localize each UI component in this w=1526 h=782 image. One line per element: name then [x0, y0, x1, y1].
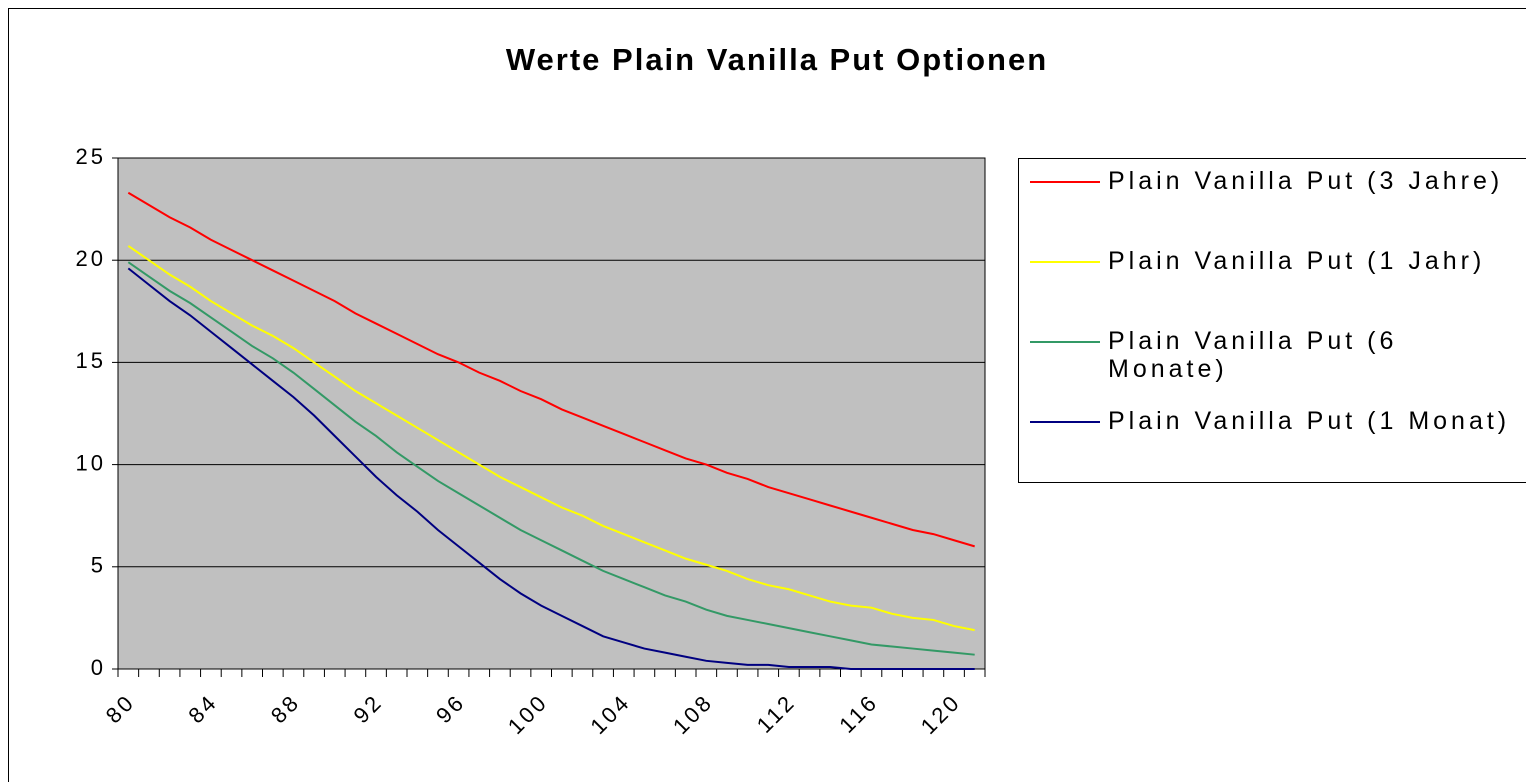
legend-label: Plain Vanilla Put (3 Jahre) — [1108, 167, 1503, 195]
y-tick-label: 0 — [91, 655, 106, 680]
legend-label: Plain Vanilla Put (1 Jahr) — [1108, 247, 1485, 275]
chart-title: Werte Plain Vanilla Put Optionen — [506, 42, 1048, 77]
legend-line: Plain Vanilla Put (1 Monat) — [1108, 407, 1510, 435]
series-line — [127, 245, 975, 632]
y-tick-label: 20 — [76, 246, 106, 271]
y-tick-label: 5 — [91, 553, 106, 578]
legend-box — [1018, 158, 1526, 483]
plot-area — [118, 158, 985, 669]
y-tick-label: 25 — [76, 144, 106, 169]
series-line — [127, 191, 975, 548]
legend-line: Monate) — [1108, 355, 1228, 383]
legend-line: Plain Vanilla Put (3 Jahre) — [1108, 167, 1503, 195]
series-line — [127, 261, 975, 656]
y-tick-label: 10 — [76, 450, 106, 475]
series-line — [127, 267, 975, 670]
legend-line: Plain Vanilla Put (1 Jahr) — [1108, 247, 1485, 275]
legend-label: Plain Vanilla Put (1 Monat) — [1108, 407, 1510, 435]
legend-label: Plain Vanilla Put (6 Monate) — [1108, 327, 1408, 383]
y-tick-label: 15 — [76, 348, 106, 373]
legend-line: Plain Vanilla Put (6 — [1108, 327, 1408, 355]
